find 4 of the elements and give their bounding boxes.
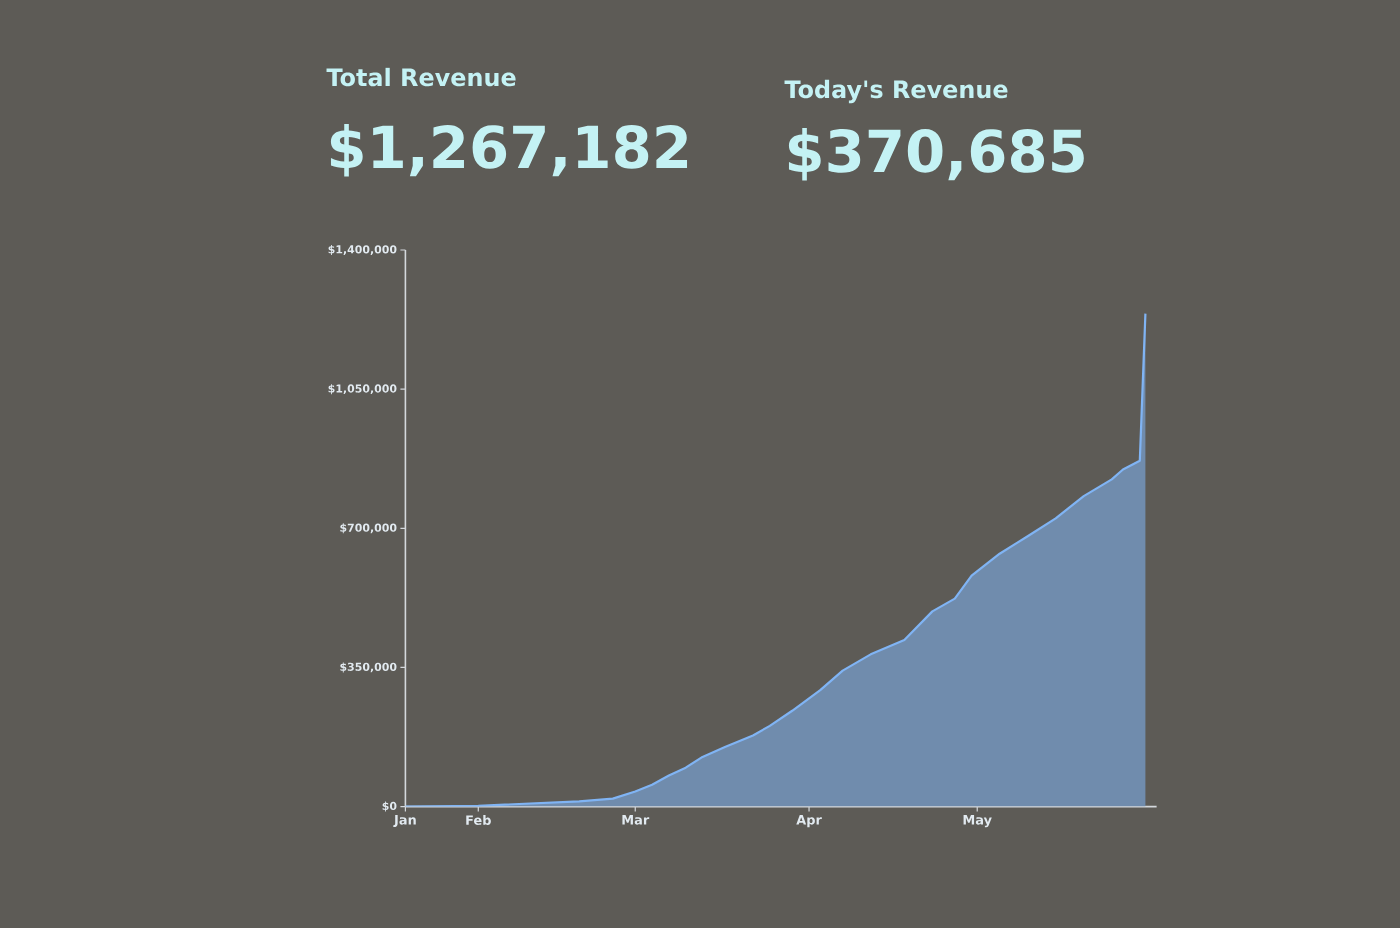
text: $370,685 bbox=[788, 128, 1084, 181]
text: Today's Revenue bbox=[784, 79, 1008, 104]
text: Total Revenue bbox=[326, 67, 516, 87]
text: $1,267,182 bbox=[330, 124, 688, 177]
